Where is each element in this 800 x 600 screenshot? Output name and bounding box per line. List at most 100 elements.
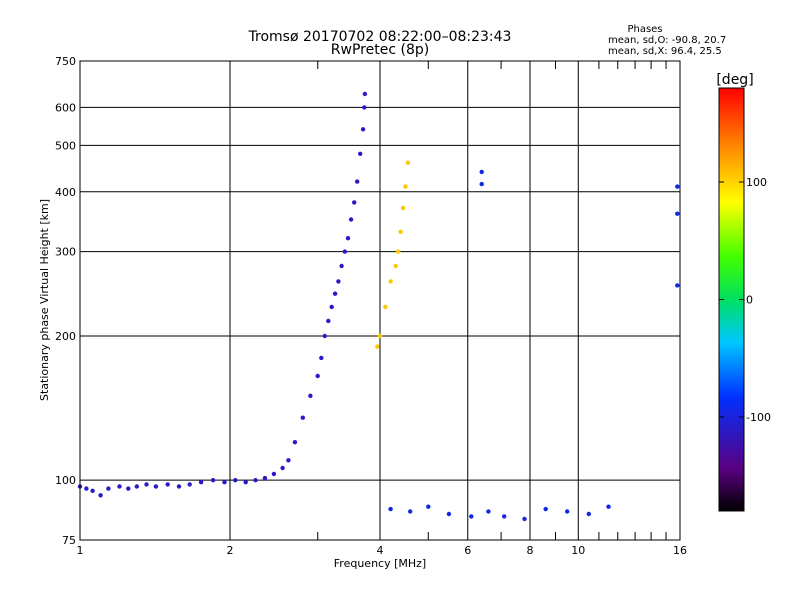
data-point	[479, 181, 484, 187]
data-point	[405, 160, 411, 165]
data-point	[377, 333, 383, 339]
data-point	[332, 291, 338, 296]
data-point	[84, 486, 89, 491]
x-tick-label: 10	[571, 544, 585, 557]
data-point	[300, 415, 305, 420]
data-point	[271, 471, 277, 477]
colorbar-tick-label: -100	[746, 411, 771, 424]
data-point	[375, 344, 380, 349]
data-point	[522, 516, 527, 522]
data-point	[292, 440, 298, 445]
data-point	[400, 205, 406, 211]
data-point	[243, 480, 248, 485]
data-point	[165, 482, 170, 487]
data-point	[153, 484, 159, 489]
data-point	[233, 478, 238, 483]
data-point	[210, 478, 216, 483]
data-point	[398, 229, 403, 234]
data-point	[326, 318, 331, 324]
data-point	[469, 514, 474, 519]
x-tick-label: 6	[464, 544, 471, 557]
data-point	[280, 465, 285, 471]
data-point	[479, 169, 484, 175]
data-point	[362, 105, 367, 110]
phase-legend-x: mean, sd,X: 96.4, 25.5	[608, 46, 722, 57]
x-tick-labels: 1 2 4 6 8 10 16	[77, 544, 688, 557]
data-point	[393, 263, 398, 269]
data-point	[126, 486, 131, 491]
x-tick-label: 4	[377, 544, 384, 557]
y-tick-label: 500	[55, 139, 76, 152]
colorbar-label: [deg]	[716, 72, 753, 88]
data-point	[262, 475, 268, 481]
data-point	[308, 393, 313, 398]
phase-legend-header: Phases	[627, 24, 662, 35]
colorbar-ticks: 100 0 -100	[719, 176, 771, 424]
data-point	[606, 504, 611, 509]
data-point	[565, 509, 570, 514]
data-point	[253, 478, 258, 483]
plot-frame	[79, 60, 681, 541]
y-tick-label: 400	[55, 186, 76, 199]
y-tick-labels: 75 100 200 300 400 500 600 750	[55, 55, 76, 547]
data-point	[360, 127, 366, 132]
data-point	[355, 179, 360, 184]
chart-subtitle: RwPretec (8p)	[331, 42, 429, 58]
data-point	[358, 151, 363, 156]
data-point	[315, 373, 320, 379]
series-f2-o-mode-trace	[292, 91, 368, 445]
minor-ticks	[317, 61, 667, 540]
data-point	[383, 304, 388, 310]
y-axis-label: Stationary phase Virtual Height [km]	[38, 199, 51, 401]
y-tick-label: 75	[62, 534, 76, 547]
data-point	[198, 480, 204, 485]
data-point	[543, 506, 548, 512]
chart-title: Tromsø 20170702 08:22:00–08:23:43	[248, 29, 512, 45]
data-point	[176, 484, 182, 489]
data-point	[187, 482, 192, 487]
series-sporadic-echoes	[388, 169, 680, 522]
data-point	[90, 488, 95, 493]
data-point	[352, 200, 357, 205]
data-point	[408, 509, 413, 514]
data-point	[675, 283, 680, 288]
data-point	[319, 355, 324, 361]
data-point	[586, 511, 591, 517]
data-point	[446, 511, 452, 517]
data-point	[286, 458, 291, 463]
y-tick-label: 300	[55, 246, 76, 259]
data-point	[339, 263, 344, 269]
colorbar-tick-label: 0	[746, 294, 753, 307]
data-point	[502, 514, 507, 519]
data-point	[106, 486, 111, 491]
data-point	[396, 249, 401, 254]
x-tick-label: 1	[77, 544, 84, 557]
phase-legend-o: mean, sd,O: -90.8, 20.7	[608, 35, 726, 46]
x-tick-label: 16	[673, 544, 687, 557]
data-point	[426, 504, 431, 509]
series-f2-x-mode-trace	[375, 160, 411, 349]
data-point	[222, 480, 227, 485]
data-point	[362, 91, 368, 97]
data-point	[342, 249, 347, 254]
echo-points	[77, 91, 680, 522]
data-point	[345, 236, 351, 241]
y-tick-label: 200	[55, 330, 76, 343]
data-point	[336, 279, 341, 284]
data-point	[329, 304, 334, 310]
y-tick-label: 600	[55, 101, 76, 114]
data-point	[98, 493, 103, 498]
y-tick-label: 100	[55, 474, 76, 487]
data-point	[486, 509, 491, 514]
x-tick-label: 8	[527, 544, 534, 557]
data-point	[403, 184, 408, 189]
data-point	[388, 279, 393, 284]
data-point	[117, 484, 122, 489]
data-point	[348, 217, 354, 222]
x-axis-label: Frequency [MHz]	[334, 557, 426, 570]
data-point	[675, 184, 680, 189]
data-point	[675, 211, 680, 216]
data-point	[388, 506, 393, 512]
data-point	[322, 333, 327, 339]
